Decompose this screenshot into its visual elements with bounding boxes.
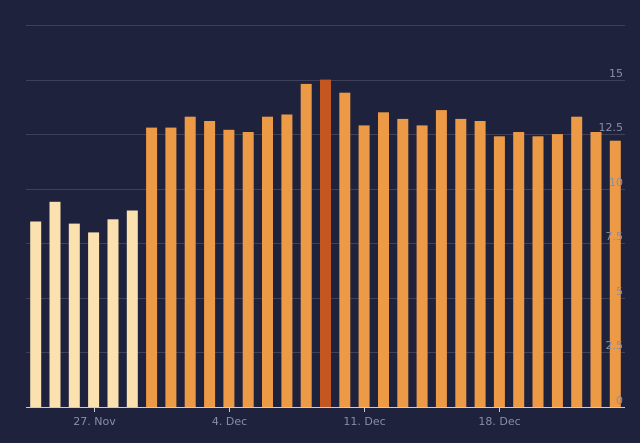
bar-31[interactable] (609, 140, 621, 407)
bar-25[interactable] (493, 136, 505, 408)
bar-27[interactable] (532, 136, 544, 408)
bar-3[interactable] (68, 223, 80, 407)
y-tick-label: 7.5 (606, 230, 624, 243)
bar-8[interactable] (165, 127, 177, 407)
bar-21[interactable] (416, 125, 428, 408)
bar-13[interactable] (262, 116, 273, 407)
x-tick-label: 27. Nov (73, 415, 116, 428)
bar-19[interactable] (378, 112, 389, 408)
bar-7[interactable] (146, 127, 158, 407)
bar-5[interactable] (107, 219, 119, 407)
bar-23[interactable] (455, 118, 467, 408)
bar-17[interactable] (339, 92, 351, 407)
bar-1[interactable] (30, 221, 42, 408)
y-tick-label: 15 (609, 67, 623, 80)
y-tick-label: 5 (616, 285, 623, 298)
x-tick-label: 11. Dec (343, 415, 385, 428)
bar-2[interactable] (49, 201, 61, 407)
bar-24[interactable] (474, 121, 486, 407)
bar-20[interactable] (397, 118, 409, 408)
x-tick-label: 4. Dec (212, 415, 247, 428)
bar-9[interactable] (184, 116, 196, 407)
bar-15[interactable] (300, 83, 312, 408)
bar-10[interactable] (204, 121, 216, 407)
bar-12[interactable] (242, 132, 254, 407)
y-tick-label: 12.5 (599, 121, 624, 134)
bar-30[interactable] (590, 132, 602, 407)
axes: 0 2.5 5 7.5 10 12.5 15 27. Nov 4. Dec 11. Dec 18. … (26, 67, 625, 428)
bar-29[interactable] (571, 116, 583, 407)
bar-4[interactable] (88, 232, 100, 407)
bar-26[interactable] (513, 132, 525, 407)
bar-22[interactable] (435, 110, 447, 407)
bar-16[interactable] (320, 79, 331, 407)
x-tick-label: 18. Dec (478, 415, 520, 428)
bars (30, 79, 621, 408)
bar-6[interactable] (126, 210, 138, 408)
y-tick-label: 10 (609, 176, 623, 189)
y-tick-label: 2.5 (606, 339, 624, 352)
bar-28[interactable] (551, 134, 563, 407)
bar-18[interactable] (358, 125, 370, 408)
bar-11[interactable] (223, 129, 235, 408)
bar-14[interactable] (281, 114, 293, 408)
y-tick-label: 0 (616, 394, 623, 407)
